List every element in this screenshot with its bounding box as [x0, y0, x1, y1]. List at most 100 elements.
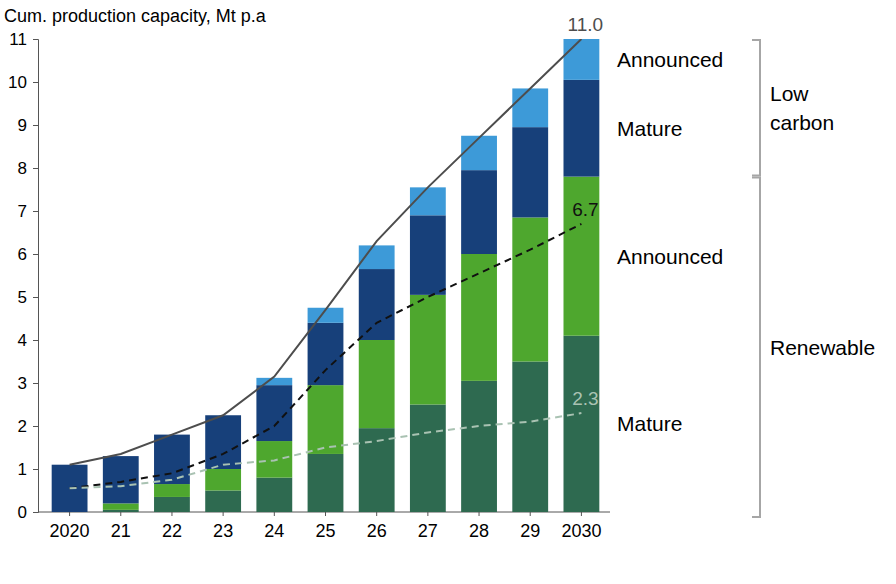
group-label: Renewable: [770, 336, 875, 359]
bar: [563, 336, 599, 512]
chart-svg: Cum. production capacity, Mt p.a01234567…: [0, 0, 896, 584]
bar: [461, 254, 497, 381]
y-tick-label: 10: [8, 73, 27, 92]
y-tick-mark: [33, 426, 38, 427]
x-tick: 23: [213, 512, 233, 541]
x-tick-label: 2020: [50, 521, 90, 541]
x-tick: 27: [418, 512, 438, 541]
y-tick-mark: [33, 39, 38, 40]
bar: [410, 295, 446, 405]
bar: [512, 362, 548, 513]
y-tick-label: 0: [18, 503, 27, 522]
x-tick-label: 24: [264, 521, 284, 541]
y-tick-mark: [33, 168, 38, 169]
plot-area: [52, 39, 600, 512]
y-tick: 2: [18, 417, 38, 436]
y-tick: 4: [18, 331, 38, 350]
x-tick-mark: [120, 512, 121, 516]
bar: [359, 428, 395, 512]
x-tick-mark: [376, 512, 377, 516]
x-tick: 28: [469, 512, 489, 541]
x-tick: 25: [315, 512, 335, 541]
x-tick-mark: [171, 512, 172, 516]
bar: [410, 405, 446, 513]
y-tick-label: 6: [18, 245, 27, 264]
x-tick-mark: [223, 512, 224, 516]
bar: [410, 215, 446, 295]
bar: [359, 269, 395, 340]
series-label: Mature: [617, 117, 682, 140]
line-end-label: 6.7: [572, 199, 598, 220]
bar: [205, 469, 241, 491]
x-tick: 29: [520, 512, 540, 541]
bar: [461, 136, 497, 170]
x-tick-label: 25: [315, 521, 335, 541]
series-label: Announced: [617, 245, 723, 268]
annotations: 11.0 6.7 2.3 Mature Announced Mature Announced…: [568, 14, 875, 517]
x-tick-label: 26: [367, 521, 387, 541]
y-tick-label: 3: [18, 374, 27, 393]
bar: [308, 323, 344, 385]
y-tick-mark: [33, 297, 38, 298]
x-tick-mark: [274, 512, 275, 516]
group-bracket: [752, 40, 760, 176]
y-tick-mark: [33, 340, 38, 341]
line: [70, 413, 582, 488]
bar: [205, 415, 241, 469]
group-label-line: carbon: [770, 111, 834, 134]
group-label: Low carbon: [770, 82, 834, 134]
bar-series: [103, 177, 599, 510]
y-tick: 10: [8, 73, 38, 92]
bar: [563, 80, 599, 177]
y-tick-label: 7: [18, 202, 27, 221]
line-end-label: 11.0: [568, 14, 604, 35]
y-tick-label: 4: [18, 331, 27, 350]
bar: [154, 435, 190, 484]
x-tick-label: 21: [111, 521, 131, 541]
bar: [103, 503, 139, 509]
line: [70, 39, 582, 465]
x-tick-mark: [530, 512, 531, 516]
bar: [359, 340, 395, 428]
y-tick-mark: [33, 469, 38, 470]
y-tick-label: 2: [18, 417, 27, 436]
y-axis-title: Cum. production capacity, Mt p.a: [4, 6, 267, 26]
x-tick-mark: [479, 512, 480, 516]
y-tick-mark: [33, 211, 38, 212]
x-tick: 22: [162, 512, 182, 541]
series-label: Announced: [617, 48, 723, 71]
x-tick: 24: [264, 512, 284, 541]
x-tick-label: 27: [418, 521, 438, 541]
line-end-label: 2.3: [572, 388, 598, 409]
y-tick-mark: [33, 125, 38, 126]
group-label-line: Low: [770, 82, 809, 105]
y-tick-label: 1: [18, 460, 27, 479]
y-tick: 8: [18, 159, 38, 178]
x-tick-mark: [427, 512, 428, 516]
bar: [154, 497, 190, 512]
x-tick-label: 23: [213, 521, 233, 541]
y-tick-label: 11: [9, 30, 27, 49]
x-tick-label: 22: [162, 521, 182, 541]
y-tick: 9: [18, 116, 38, 135]
x-tick-mark: [581, 512, 582, 516]
series-label: Mature: [617, 412, 682, 435]
bar: [154, 484, 190, 497]
y-tick-label: 9: [18, 116, 27, 135]
bar: [512, 88, 548, 127]
chart-container: Cum. production capacity, Mt p.a01234567…: [0, 0, 896, 584]
bar: [308, 385, 344, 454]
y-tick-mark: [33, 254, 38, 255]
y-axis: 01234567891011: [8, 30, 38, 522]
bar: [512, 127, 548, 217]
y-tick-mark: [33, 383, 38, 384]
bar: [461, 381, 497, 512]
x-tick: 2020: [50, 512, 90, 541]
y-tick-mark: [33, 512, 38, 513]
bar: [205, 491, 241, 513]
x-tick-mark: [69, 512, 70, 516]
bar: [256, 478, 292, 512]
bar: [512, 217, 548, 361]
y-tick: 1: [18, 460, 38, 479]
bar: [256, 441, 292, 478]
